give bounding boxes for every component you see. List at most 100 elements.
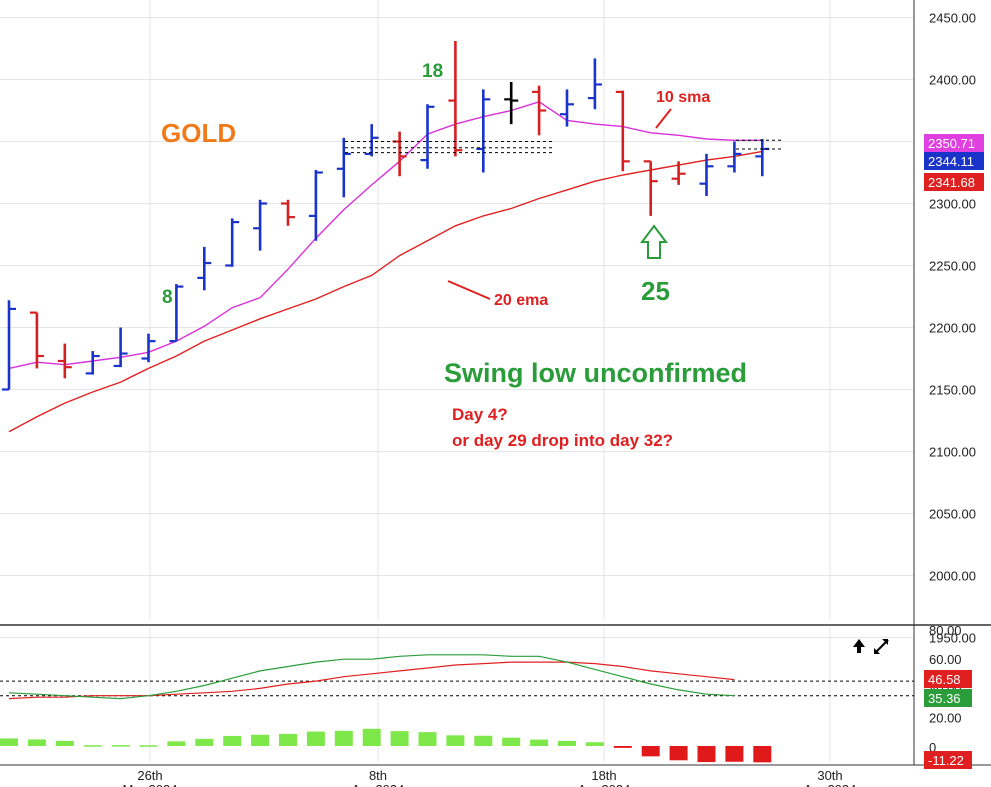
sma-10-line bbox=[8, 101, 763, 370]
ohlc-bar bbox=[197, 246, 212, 291]
indicator-tick-label: 60.00 bbox=[929, 652, 962, 667]
last-value-tags: 2350.71 2344.11 2341.68 bbox=[924, 134, 984, 191]
sma-label: 10 sma bbox=[656, 89, 710, 106]
ema-20-path bbox=[8, 150, 763, 433]
resistance-dashes bbox=[345, 139, 782, 154]
ohlc-bar bbox=[225, 218, 240, 267]
ohlc-bar bbox=[308, 170, 323, 241]
histogram-bar bbox=[697, 746, 716, 763]
date-tick-month: Apr 2024 bbox=[352, 782, 405, 787]
histogram-bar bbox=[362, 728, 381, 746]
ohlc-bar bbox=[364, 124, 379, 157]
price-tick-label: 2050.00 bbox=[929, 507, 976, 522]
ohlc-bar bbox=[57, 343, 72, 379]
ohlc-bar bbox=[532, 85, 547, 136]
histogram-bar bbox=[446, 735, 465, 746]
indicator-tick-label: 80.00 bbox=[929, 623, 962, 638]
swing-label: Swing low unconfirmed bbox=[444, 358, 747, 388]
indicator-red-line bbox=[8, 661, 735, 700]
histogram-bar bbox=[585, 742, 604, 746]
price-tick-label: 2200.00 bbox=[929, 321, 976, 336]
ohlc-bar bbox=[85, 351, 100, 375]
indicator-value-tag bbox=[924, 670, 972, 688]
sma-pointer bbox=[655, 108, 672, 129]
histogram-bar bbox=[55, 740, 74, 746]
last-value-text: 2344.11 bbox=[928, 154, 974, 169]
date-tick-day: 26th bbox=[137, 768, 162, 783]
indicator-pane bbox=[0, 654, 914, 763]
ema-20-line bbox=[8, 150, 763, 433]
ohlc-bar bbox=[336, 137, 351, 198]
histogram-bar bbox=[306, 731, 325, 746]
last-value-tag bbox=[924, 152, 984, 170]
grid bbox=[0, 0, 991, 766]
ohlc-bar bbox=[615, 90, 630, 172]
ohlc-bar bbox=[29, 311, 44, 369]
histogram-bar bbox=[530, 739, 549, 746]
histogram-bar bbox=[27, 739, 46, 746]
price-tick-label: 2450.00 bbox=[929, 11, 976, 26]
ohlc-bar bbox=[727, 141, 742, 173]
indicator-value-text: 35.36 bbox=[928, 691, 961, 706]
indicator-green-line bbox=[8, 654, 735, 700]
ohlc-bar bbox=[169, 284, 184, 343]
histogram-bar bbox=[83, 745, 102, 747]
histogram-bar bbox=[474, 735, 493, 746]
price-tick-label: 2400.00 bbox=[929, 73, 976, 88]
histogram-bar bbox=[502, 737, 521, 746]
histogram-bar bbox=[390, 731, 409, 746]
date-tick-month: Mar 2024 bbox=[123, 782, 178, 787]
arrow-up-icon[interactable] bbox=[853, 639, 865, 653]
count-25-label: 25 bbox=[641, 276, 670, 306]
histogram-bar bbox=[753, 746, 772, 763]
count-18-label: 18 bbox=[422, 61, 443, 82]
indicator-value-tag bbox=[924, 689, 972, 707]
ohlc-bar bbox=[560, 89, 574, 127]
histogram-bar bbox=[139, 745, 158, 747]
histogram-bar bbox=[669, 746, 688, 761]
question-day29: or day 29 drop into day 32? bbox=[452, 431, 673, 450]
price-tick-label: 2150.00 bbox=[929, 383, 976, 398]
ohlc-bar bbox=[281, 199, 295, 226]
price-pane bbox=[2, 41, 782, 433]
ohlc-bar bbox=[448, 41, 463, 157]
histogram-bar bbox=[223, 735, 242, 746]
date-tick-day: 18th bbox=[591, 768, 616, 783]
expand-icon[interactable] bbox=[874, 639, 889, 654]
date-axis[interactable]: 26thMar 20248thApr 202418thApr 202430thA… bbox=[123, 768, 857, 787]
ohlc-bar bbox=[476, 89, 491, 173]
histogram-bar bbox=[251, 734, 270, 746]
ohlc-bar bbox=[671, 161, 686, 185]
ohlc-bar bbox=[420, 104, 435, 169]
question-day4: Day 4? bbox=[452, 405, 508, 424]
ohlc-bar bbox=[2, 300, 16, 391]
histogram-bar bbox=[279, 733, 297, 746]
price-tick-label: 1950.00 bbox=[929, 631, 976, 646]
histogram-bar bbox=[0, 738, 18, 746]
ema-pointer bbox=[447, 280, 491, 300]
date-tick-month: Apr 2024 bbox=[804, 782, 857, 787]
price-axis[interactable]: 2450.002400.002350.002300.002250.002200.… bbox=[929, 11, 976, 646]
price-tick-label: 2000.00 bbox=[929, 569, 976, 584]
indicator-value-text: -11.22 bbox=[928, 753, 964, 768]
last-value-text: 2350.71 bbox=[928, 136, 975, 151]
histogram-bar bbox=[613, 746, 632, 748]
up-arrow-icon bbox=[640, 224, 668, 259]
price-tick-label: 2100.00 bbox=[929, 445, 976, 460]
ohlc-bar bbox=[392, 131, 407, 177]
indicator-tick-label: 0 bbox=[929, 740, 936, 755]
histogram-bar bbox=[111, 745, 130, 747]
ohlc-bar bbox=[504, 81, 519, 125]
date-tick-day: 30th bbox=[817, 768, 842, 783]
histogram-bar bbox=[167, 741, 186, 746]
histogram-bar bbox=[641, 746, 660, 757]
ohlc-bar bbox=[113, 327, 128, 368]
ohlc-bar bbox=[699, 153, 714, 197]
date-tick-day: 8th bbox=[369, 768, 387, 783]
histogram-bar bbox=[725, 746, 744, 762]
ohlc-bars bbox=[2, 41, 770, 391]
count-8-label: 8 bbox=[162, 287, 173, 308]
price-tick-label: 2250.00 bbox=[929, 259, 976, 274]
